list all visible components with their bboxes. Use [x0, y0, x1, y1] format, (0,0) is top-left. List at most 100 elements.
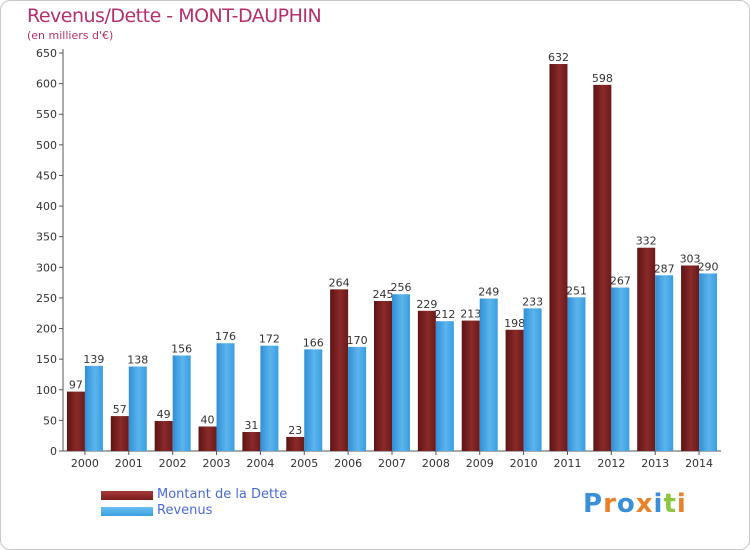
- chart-title: Revenus/Dette - MONT-DAUPHIN: [27, 5, 322, 27]
- data-label-debt: 49: [157, 408, 171, 421]
- data-label-debt: 332: [636, 235, 657, 248]
- bar-debt: [417, 310, 436, 451]
- x-tick-label: 2006: [334, 457, 362, 470]
- bar-debt: [593, 84, 612, 451]
- bar-revenue: [435, 321, 454, 451]
- logo-letter: P: [583, 489, 604, 519]
- data-label-debt: 598: [592, 72, 613, 85]
- logo-letter: x: [635, 489, 654, 519]
- x-tick-label: 2008: [422, 457, 450, 470]
- bar-revenue: [304, 349, 323, 451]
- data-label-debt: 97: [69, 379, 83, 392]
- data-label-debt: 23: [288, 424, 302, 437]
- y-tick-label: 450: [36, 169, 57, 182]
- bar-revenue: [392, 294, 410, 451]
- x-tick-label: 2011: [553, 457, 581, 470]
- bar-debt: [242, 432, 261, 451]
- bar-debt: [374, 300, 392, 451]
- data-label-revenue: 139: [83, 353, 104, 366]
- data-label-debt: 57: [113, 403, 127, 416]
- x-tick-label: 2007: [378, 457, 406, 470]
- logo-letter: t: [663, 489, 677, 519]
- x-tick-label: 2014: [685, 457, 713, 470]
- bar-debt: [198, 426, 217, 451]
- y-tick-label: 50: [43, 414, 57, 427]
- y-tick-label: 0: [50, 445, 57, 458]
- bar-revenue: [479, 298, 498, 451]
- data-label-debt: 40: [201, 414, 215, 427]
- bar-revenue: [523, 308, 542, 451]
- bar-debt: [154, 420, 173, 451]
- bar-debt: [549, 64, 568, 451]
- proxiti-logo: Proxiti: [583, 489, 687, 519]
- bar-revenue: [216, 343, 235, 451]
- data-label-debt: 31: [244, 419, 258, 432]
- legend-label-revenue: Revenus: [157, 503, 213, 518]
- data-label-debt: 245: [373, 288, 394, 301]
- x-tick-label: 2000: [71, 457, 99, 470]
- y-tick-label: 300: [36, 261, 57, 274]
- bar-revenue: [611, 287, 630, 451]
- logo-letter: i: [653, 489, 664, 519]
- bar-debt: [286, 436, 305, 451]
- data-label-debt: 229: [416, 298, 437, 311]
- data-label-revenue: 290: [698, 260, 719, 273]
- data-label-revenue: 212: [434, 308, 455, 321]
- x-tick-label: 2004: [246, 457, 274, 470]
- data-label-debt: 303: [680, 252, 701, 265]
- bar-debt: [461, 320, 480, 451]
- data-label-revenue: 251: [566, 284, 587, 297]
- x-tick-label: 2002: [159, 457, 187, 470]
- data-label-revenue: 156: [171, 342, 192, 355]
- data-label-revenue: 166: [303, 336, 324, 349]
- bar-revenue: [567, 297, 586, 451]
- x-tick-label: 2010: [510, 457, 538, 470]
- y-tick-label: 250: [36, 292, 57, 305]
- data-label-revenue: 267: [610, 275, 631, 288]
- y-tick-label: 550: [36, 108, 57, 121]
- data-label-revenue: 176: [215, 330, 236, 343]
- x-tick-label: 2003: [203, 457, 231, 470]
- y-tick-label: 200: [36, 323, 57, 336]
- bar-revenue: [172, 355, 191, 451]
- data-label-debt: 198: [504, 317, 525, 330]
- bar-debt: [681, 265, 700, 451]
- y-tick-label: 150: [36, 353, 57, 366]
- data-label-revenue: 249: [478, 286, 499, 299]
- y-tick-label: 100: [36, 384, 57, 397]
- x-tick-label: 2013: [641, 457, 669, 470]
- y-tick-label: 650: [36, 47, 57, 60]
- bar-revenue: [348, 346, 367, 451]
- data-label-revenue: 256: [391, 281, 412, 294]
- bar-debt: [637, 247, 656, 451]
- bar-revenue: [128, 366, 147, 451]
- legend-swatch-revenue: [101, 507, 153, 516]
- bar-debt: [330, 289, 349, 451]
- x-tick-label: 2005: [290, 457, 318, 470]
- data-label-debt: 632: [548, 51, 569, 64]
- bar-revenue: [655, 275, 674, 451]
- y-tick-label: 500: [36, 139, 57, 152]
- bar-revenue: [260, 345, 279, 451]
- legend-label-debt: Montant de la Dette: [157, 487, 288, 502]
- x-tick-label: 2001: [115, 457, 143, 470]
- legend-swatch-debt: [101, 491, 153, 500]
- data-label-revenue: 172: [259, 333, 280, 346]
- bar-debt: [110, 416, 129, 451]
- bar-debt: [66, 391, 85, 451]
- chart-subtitle: (en milliers d'€): [27, 29, 114, 42]
- data-label-revenue: 233: [522, 295, 543, 308]
- x-tick-label: 2009: [466, 457, 494, 470]
- y-tick-label: 350: [36, 231, 57, 244]
- data-label-debt: 264: [329, 276, 350, 289]
- data-label-revenue: 170: [347, 334, 368, 347]
- data-label-debt: 213: [460, 308, 481, 321]
- data-label-revenue: 287: [654, 262, 675, 275]
- y-tick-label: 600: [36, 78, 57, 91]
- logo-letter: r: [603, 489, 617, 519]
- logo-letter: i: [676, 489, 687, 519]
- bar-debt: [505, 329, 524, 451]
- logo-letter: o: [616, 489, 636, 519]
